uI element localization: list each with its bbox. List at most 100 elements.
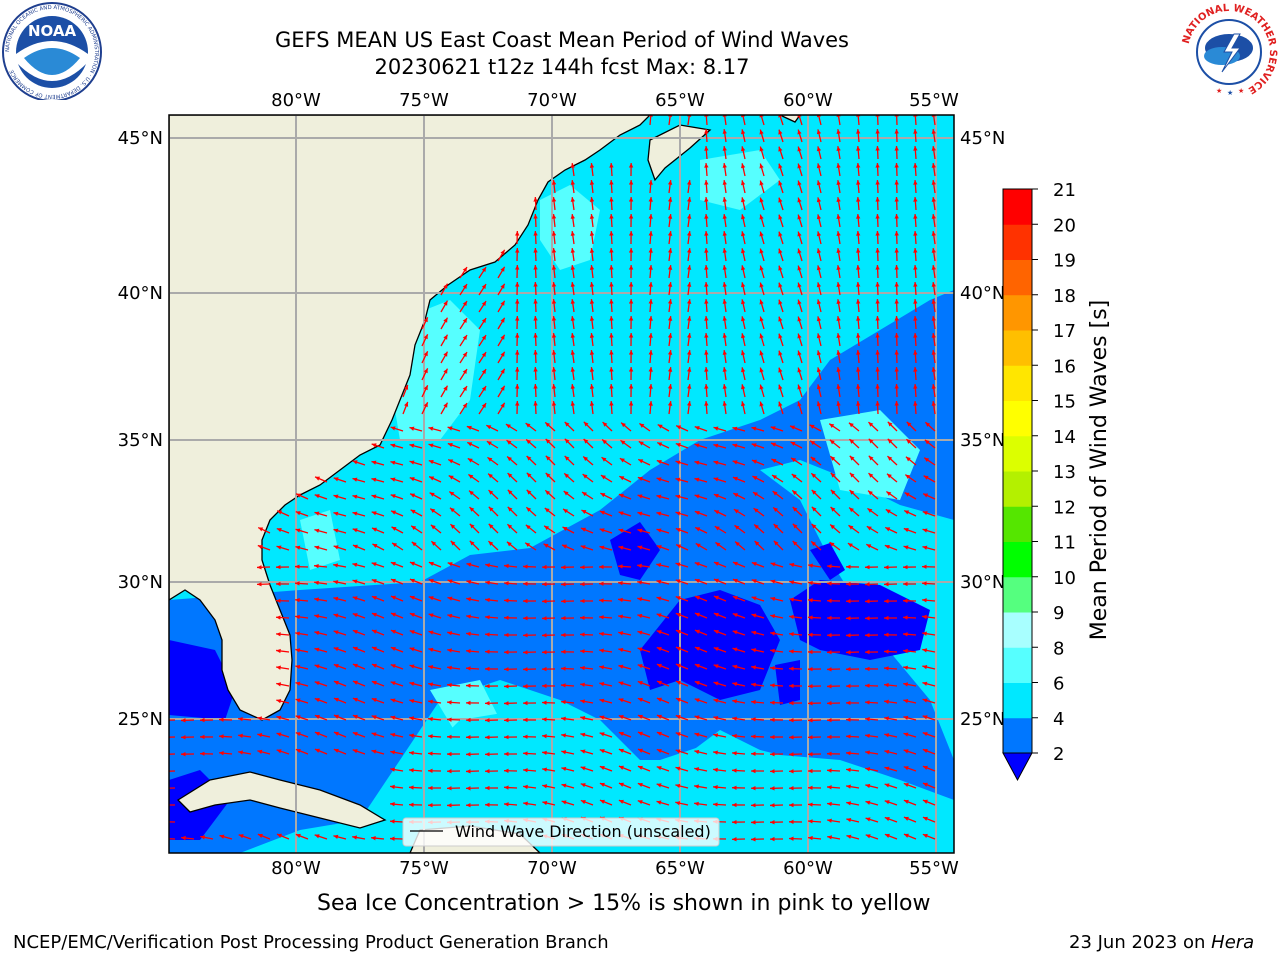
- wave-direction-arrowhead: [808, 751, 813, 757]
- wind-wave-direction-arrows: [169, 115, 936, 842]
- wave-direction-arrowhead: [771, 442, 776, 447]
- wave-direction-arrowhead: [913, 299, 918, 304]
- wave-direction-arrowhead: [352, 646, 358, 651]
- wave-direction-arrowhead: [836, 163, 841, 168]
- wave-direction-arrowhead: [686, 248, 692, 253]
- wave-direction-arrowhead: [570, 231, 575, 236]
- wave-direction-arrowhead: [390, 494, 396, 499]
- wave-direction-arrowhead: [467, 458, 473, 463]
- wave-direction-arrowhead: [884, 833, 890, 838]
- wave-direction-arrowhead: [913, 265, 918, 270]
- footer-date: 23 Jun 2023 on Hera: [1069, 932, 1254, 953]
- colorbar-segment: [1003, 612, 1032, 648]
- wave-direction-arrowhead: [913, 384, 918, 389]
- wave-direction-arrowhead: [485, 615, 490, 620]
- wave-direction-arrowhead: [523, 801, 528, 806]
- wave-direction-arrowhead: [352, 579, 358, 584]
- wave-direction-arrowhead: [485, 752, 490, 757]
- wave-direction-arrowhead: [609, 248, 614, 253]
- wave-direction-arrowhead: [506, 440, 512, 445]
- wave-direction-arrowhead: [500, 266, 505, 272]
- wave-direction-arrowhead: [648, 401, 653, 406]
- wave-direction-arrowhead: [561, 615, 566, 621]
- wave-direction-arrowhead: [808, 563, 813, 568]
- wave-direction-arrowhead: [570, 401, 575, 406]
- wave-direction-arrowhead: [599, 749, 605, 754]
- wave-direction-arrowhead: [599, 681, 605, 687]
- wave-direction-arrowhead: [620, 440, 626, 445]
- wave-direction-arrowhead: [884, 716, 890, 721]
- wave-direction-arrowhead: [827, 768, 832, 773]
- lat-label: 40°N: [960, 283, 1005, 304]
- wave-direction-arrowhead: [449, 491, 455, 496]
- wave-direction-arrowhead: [500, 334, 505, 340]
- wave-direction-arrowhead: [637, 800, 643, 805]
- wave-direction-arrowhead: [628, 367, 634, 372]
- wave-direction-arrowhead: [485, 785, 490, 791]
- wave-direction-arrowhead: [778, 265, 783, 271]
- wave-direction-arrowhead: [722, 299, 727, 304]
- wave-direction-arrowhead: [778, 146, 783, 152]
- wave-direction-arrowhead: [675, 663, 681, 668]
- colorbar-tick-label: 20: [1053, 215, 1076, 236]
- wave-direction-arrowhead: [570, 163, 575, 168]
- wave-direction-arrowhead: [732, 426, 738, 431]
- wave-direction-arrowhead: [481, 267, 487, 273]
- wave-direction-arrowhead: [599, 564, 604, 570]
- wave-direction-arrowhead: [751, 785, 756, 791]
- wave-direction-arrowhead: [732, 682, 738, 687]
- wave-direction-arrowhead: [257, 544, 263, 550]
- wave-direction-arrowhead: [486, 425, 492, 430]
- colorbar-tick-label: 11: [1053, 533, 1076, 554]
- wave-direction-arrowhead: [428, 802, 433, 808]
- wave-direction-arrowhead: [923, 493, 929, 498]
- wave-direction-arrowhead: [485, 701, 490, 706]
- wave-direction-arrowhead: [875, 265, 880, 270]
- wave-direction-arrowhead: [333, 580, 339, 585]
- colorbar-segment: [1003, 435, 1032, 472]
- wave-direction-arrowhead: [525, 524, 531, 530]
- wave-direction-arrowhead: [735, 541, 740, 547]
- wave-direction-arrowhead: [618, 581, 623, 586]
- wave-direction-arrowhead: [467, 442, 473, 447]
- wave-direction-arrowhead: [599, 765, 605, 771]
- wave-direction-arrowhead: [526, 507, 532, 512]
- lat-label: 45°N: [118, 128, 163, 149]
- wave-direction-arrow: [687, 115, 691, 126]
- wave-direction-arrowhead: [797, 350, 802, 356]
- wave-direction-arrowhead: [580, 649, 585, 654]
- wave-direction-arrowhead: [686, 180, 692, 185]
- wave-direction-arrowhead: [466, 683, 471, 688]
- footer-branch: NCEP/EMC/Verification Post Processing Pr…: [13, 932, 609, 953]
- wave-direction-arrowhead: [314, 528, 320, 533]
- wave-direction-arrowhead: [846, 683, 851, 689]
- wave-direction-arrowhead: [276, 528, 282, 533]
- wave-direction-arrowhead: [931, 197, 936, 202]
- wave-direction-arrowhead: [428, 460, 434, 465]
- wave-direction-arrowhead: [428, 716, 433, 722]
- lat-label: 25°N: [960, 709, 1005, 730]
- wave-direction-arrowhead: [428, 665, 434, 670]
- lat-label: 25°N: [118, 709, 163, 730]
- wave-direction-arrowhead: [570, 367, 575, 372]
- wave-direction-arrowhead: [551, 367, 557, 372]
- wave-direction-arrowhead: [866, 526, 872, 531]
- wave-direction-arrowhead: [371, 494, 377, 499]
- period-4-6s-band: [380, 710, 954, 853]
- wave-direction-arrowhead: [428, 647, 434, 653]
- wave-direction-arrowhead: [751, 768, 756, 774]
- wave-direction-arrowhead: [504, 785, 509, 790]
- wave-direction-arrowhead: [648, 316, 653, 321]
- wave-direction-arrowhead: [913, 163, 918, 168]
- wave-direction-arrowhead: [507, 524, 513, 529]
- wave-direction-arrowhead: [732, 785, 737, 790]
- wave-direction-arrowhead: [866, 544, 872, 549]
- wave-direction-arrowhead: [333, 511, 339, 516]
- wave-direction-arrowhead: [751, 682, 756, 687]
- wave-direction-arrowhead: [181, 735, 186, 740]
- wave-direction-arrowhead: [759, 282, 764, 288]
- wave-direction-arrowhead: [295, 732, 301, 737]
- wave-direction-arrowhead: [903, 665, 908, 670]
- wave-direction-arrowhead: [656, 579, 662, 585]
- wave-direction-arrowhead: [481, 301, 487, 307]
